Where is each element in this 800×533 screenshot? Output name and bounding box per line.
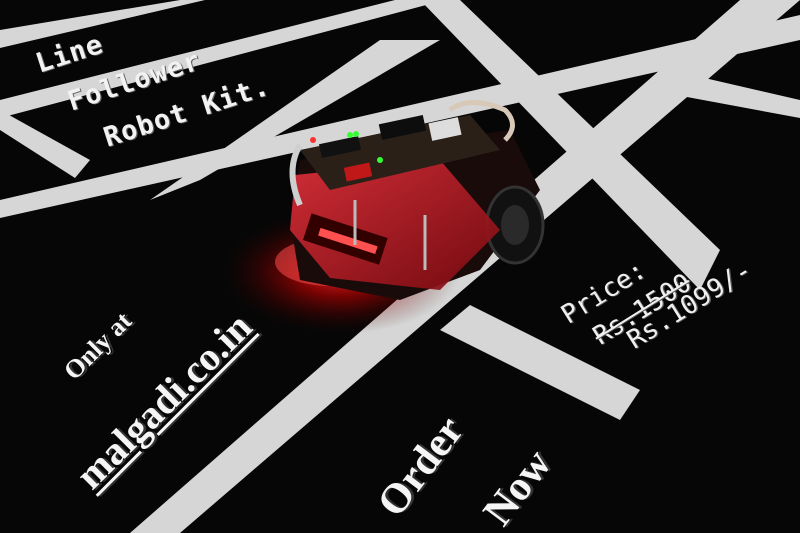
line-follower-robot [289,100,545,300]
